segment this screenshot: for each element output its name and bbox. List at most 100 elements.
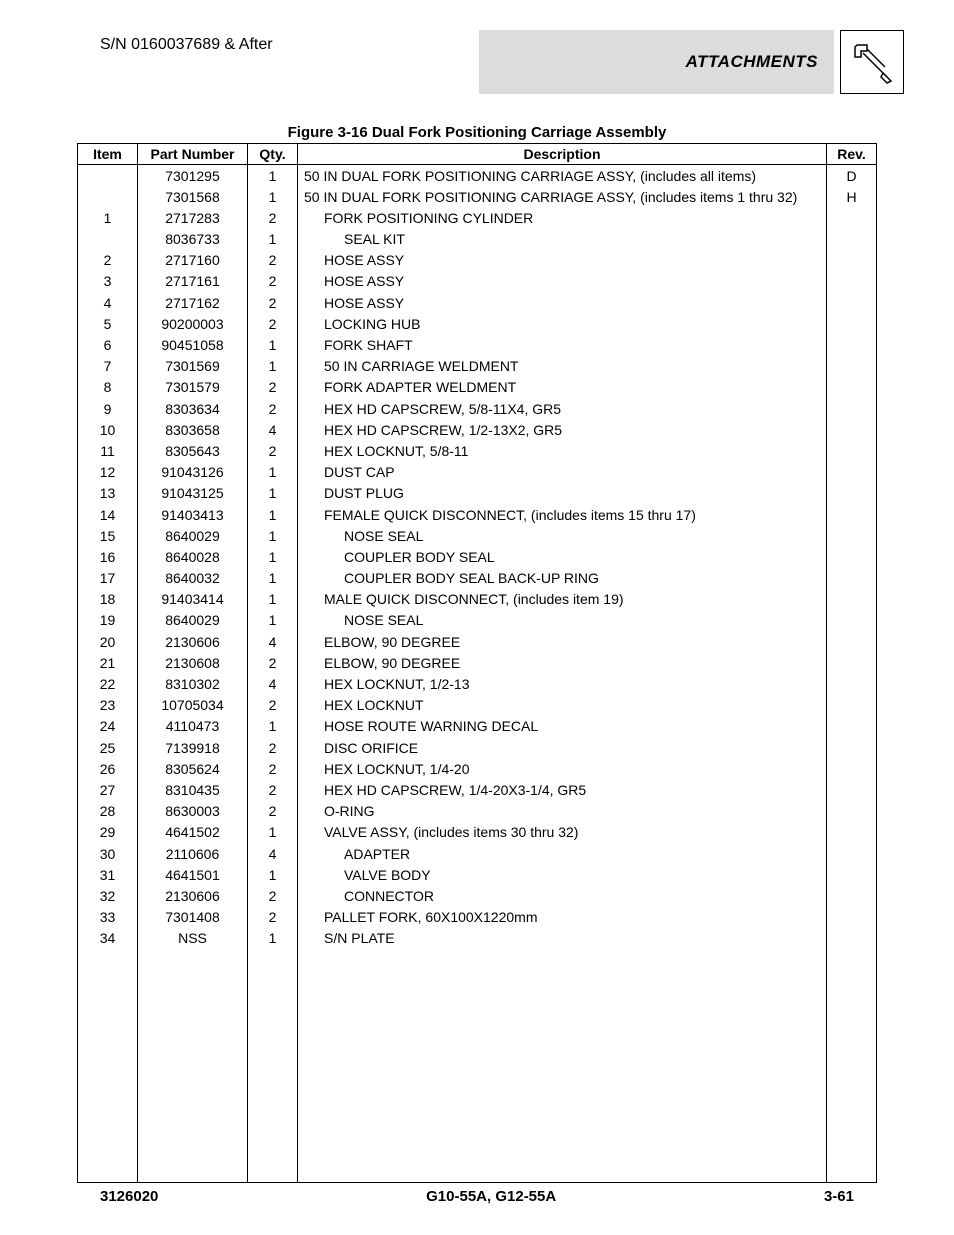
cell-item: 9 <box>78 398 138 419</box>
cell-qty: 1 <box>248 546 298 567</box>
cell-rev <box>827 695 877 716</box>
cell-part: 10705034 <box>138 695 248 716</box>
table-row: 427171622HOSE ASSY <box>78 292 877 313</box>
cell-item: 2 <box>78 250 138 271</box>
cell-desc: 50 IN DUAL FORK POSITIONING CARRIAGE ASS… <box>298 165 827 187</box>
cell-rev <box>827 207 877 228</box>
cell-qty: 1 <box>248 483 298 504</box>
table-row: 2021306064ELBOW, 90 DEGREE <box>78 631 877 652</box>
cell-part: 2110606 <box>138 843 248 864</box>
cell-rev <box>827 483 877 504</box>
cell-rev <box>827 843 877 864</box>
cell-desc: COUPLER BODY SEAL BACK-UP RING <box>298 568 827 589</box>
cell-item: 33 <box>78 907 138 928</box>
cell-item: 10 <box>78 419 138 440</box>
cell-desc: PALLET FORK, 60X100X1220mm <box>298 907 827 928</box>
cell-part: 8310302 <box>138 674 248 695</box>
table-row-empty <box>78 1140 877 1161</box>
table-row: 2683056242HEX LOCKNUT, 1/4-20 <box>78 758 877 779</box>
cell-qty: 2 <box>248 398 298 419</box>
cell-qty: 1 <box>248 822 298 843</box>
cell-qty: 2 <box>248 907 298 928</box>
cell-rev: H <box>827 186 877 207</box>
table-row: 2283103024HEX LOCKNUT, 1/2-13 <box>78 674 877 695</box>
cell-qty: 1 <box>248 335 298 356</box>
table-row: 34NSS1S/N PLATE <box>78 928 877 949</box>
cell-part: 8305624 <box>138 758 248 779</box>
cell-qty: 2 <box>248 801 298 822</box>
cell-part: 8640029 <box>138 525 248 546</box>
cell-qty: 2 <box>248 292 298 313</box>
cell-qty: 2 <box>248 737 298 758</box>
cell-rev <box>827 271 877 292</box>
page-footer: 3126020 G10-55A, G12-55A 3-61 <box>50 1188 904 1205</box>
cell-rev <box>827 419 877 440</box>
cell-part: 2717160 <box>138 250 248 271</box>
cell-part: NSS <box>138 928 248 949</box>
cell-item <box>78 229 138 250</box>
section-icon-box <box>840 30 904 94</box>
cell-item: 18 <box>78 589 138 610</box>
cell-desc: HOSE ASSY <box>298 250 827 271</box>
cell-desc: 50 IN DUAL FORK POSITIONING CARRIAGE ASS… <box>298 186 827 207</box>
cell-qty: 4 <box>248 631 298 652</box>
cell-item: 30 <box>78 843 138 864</box>
table-row: 80367331SEAL KIT <box>78 229 877 250</box>
table-row: 77301569150 IN CARRIAGE WELDMENT <box>78 356 877 377</box>
table-row: 6904510581FORK SHAFT <box>78 335 877 356</box>
table-header: Item Part Number Qty. Description Rev. <box>78 144 877 165</box>
cell-rev <box>827 801 877 822</box>
cell-desc: ELBOW, 90 DEGREE <box>298 631 827 652</box>
cell-part: 2717162 <box>138 292 248 313</box>
table-row-empty <box>78 1034 877 1055</box>
cell-desc: VALVE ASSY, (includes items 30 thru 32) <box>298 822 827 843</box>
cell-item: 29 <box>78 822 138 843</box>
cell-rev <box>827 864 877 885</box>
cell-qty: 4 <box>248 674 298 695</box>
cell-part: 8310435 <box>138 779 248 800</box>
cell-rev <box>827 462 877 483</box>
cell-part: 4110473 <box>138 716 248 737</box>
table-row: 3221306062CONNECTOR <box>78 885 877 906</box>
cell-desc: MALE QUICK DISCONNECT, (includes item 19… <box>298 589 827 610</box>
cell-item: 12 <box>78 462 138 483</box>
cell-qty: 1 <box>248 610 298 631</box>
cell-desc: ADAPTER <box>298 843 827 864</box>
cell-item: 32 <box>78 885 138 906</box>
cell-part: 8640028 <box>138 546 248 567</box>
cell-desc: 50 IN CARRIAGE WELDMENT <box>298 356 827 377</box>
cell-qty: 2 <box>248 695 298 716</box>
cell-qty: 1 <box>248 186 298 207</box>
cell-qty: 2 <box>248 440 298 461</box>
table-row: 873015792FORK ADAPTER WELDMENT <box>78 377 877 398</box>
cell-item <box>78 165 138 187</box>
cell-part: 8303634 <box>138 398 248 419</box>
cell-part: 90200003 <box>138 313 248 334</box>
cell-desc: LOCKING HUB <box>298 313 827 334</box>
cell-rev <box>827 398 877 419</box>
table-row: 18914034141MALE QUICK DISCONNECT, (inclu… <box>78 589 877 610</box>
cell-rev <box>827 716 877 737</box>
cell-desc: FEMALE QUICK DISCONNECT, (includes items… <box>298 504 827 525</box>
cell-desc: DUST CAP <box>298 462 827 483</box>
cell-desc: O-RING <box>298 801 827 822</box>
figure-title: Figure 3-16 Dual Fork Positioning Carria… <box>50 124 904 141</box>
table-row-empty <box>78 949 877 970</box>
cell-rev <box>827 313 877 334</box>
table-row: 7301568150 IN DUAL FORK POSITIONING CARR… <box>78 186 877 207</box>
table-row-empty <box>78 991 877 1012</box>
table-row-empty <box>78 1013 877 1034</box>
cell-desc: HEX HD CAPSCREW, 5/8-11X4, GR5 <box>298 398 827 419</box>
cell-desc: CONNECTOR <box>298 885 827 906</box>
section-label-box: ATTACHMENTS <box>479 30 834 94</box>
cell-desc: FORK ADAPTER WELDMENT <box>298 377 827 398</box>
cell-item: 26 <box>78 758 138 779</box>
cell-desc: COUPLER BODY SEAL <box>298 546 827 567</box>
cell-qty: 2 <box>248 758 298 779</box>
cell-item: 11 <box>78 440 138 461</box>
cell-qty: 1 <box>248 165 298 187</box>
cell-desc: HEX LOCKNUT <box>298 695 827 716</box>
cell-rev <box>827 589 877 610</box>
cell-item: 20 <box>78 631 138 652</box>
cell-item: 34 <box>78 928 138 949</box>
